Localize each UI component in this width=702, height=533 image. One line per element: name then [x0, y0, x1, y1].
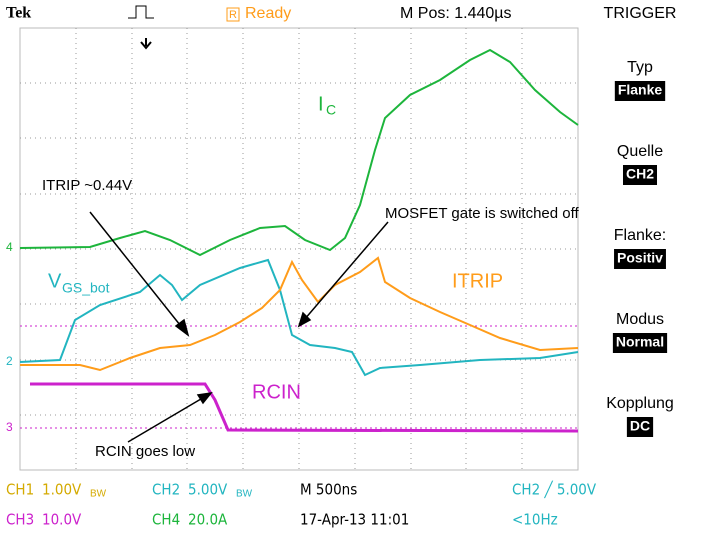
ch4-marker: 4 [6, 240, 13, 254]
trace-rcin [30, 384, 578, 431]
ch3-marker: 3 [6, 420, 13, 434]
ic-label: I [318, 93, 324, 115]
menu-value: Flanke [618, 82, 663, 98]
ch4: CH4 [152, 511, 180, 529]
menu-value: CH2 [626, 166, 654, 182]
timebase: M 500ns [300, 481, 357, 499]
arrows [90, 212, 388, 442]
menu-value: Positiv [617, 250, 663, 266]
logo: Tek [6, 5, 31, 22]
trace-ic [20, 50, 578, 255]
ch2-marker: 2 [6, 354, 13, 368]
trigger-level: CH2 ╱ 5.00V [512, 481, 597, 499]
ch1-scale: 1.00V [42, 481, 82, 499]
menu-label: Kopplung [606, 395, 674, 412]
menu-label: Typ [627, 59, 653, 76]
itrip-label: ITRIP [452, 270, 503, 292]
menu-label: Quelle [617, 143, 663, 160]
rcin-note: RCIN goes low [95, 443, 195, 460]
date: 17-Apr-13 11:01 [300, 511, 409, 529]
ch4-scale: 20.0A [188, 511, 228, 529]
vgs-label: V [48, 270, 62, 292]
menu-label: Modus [616, 311, 664, 328]
itrip-level: ITRIP ~0.44V [42, 177, 132, 194]
position: M Pos: 1.440µs [400, 5, 512, 22]
ch3: CH3 [6, 511, 34, 529]
status-icon: R [229, 9, 237, 21]
ch1-bw: BW [90, 489, 107, 500]
trigger-position [141, 38, 151, 48]
ch1: CH1 [6, 481, 34, 499]
ch2: CH2 [152, 481, 180, 499]
status: Ready [245, 5, 291, 22]
ch3-scale: 10.0V [42, 511, 82, 529]
trigger-menu: Typ Flanke Quelle CH2 Flanke: Positiv Modus Nor… [606, 59, 674, 437]
menu-value: Normal [616, 334, 664, 350]
screen: Tek R Ready M Pos: 1.440µs TRIGGER 4 2 3… [0, 0, 702, 533]
ch2-scale: 5.00V [188, 481, 228, 499]
ic-sub: C [326, 102, 336, 118]
rcin-label: RCIN [252, 381, 301, 403]
frequency: <10Hz [512, 511, 558, 529]
menu-title: TRIGGER [604, 5, 677, 22]
graticule [20, 28, 578, 470]
menu-label: Flanke: [614, 227, 666, 244]
ch2-bw: BW [236, 489, 253, 500]
trigger-icon [128, 6, 154, 18]
menu-value: DC [630, 418, 650, 434]
vgs-sub: GS_bot [62, 280, 110, 296]
mosfet-note: MOSFET gate is switched off [385, 205, 580, 222]
